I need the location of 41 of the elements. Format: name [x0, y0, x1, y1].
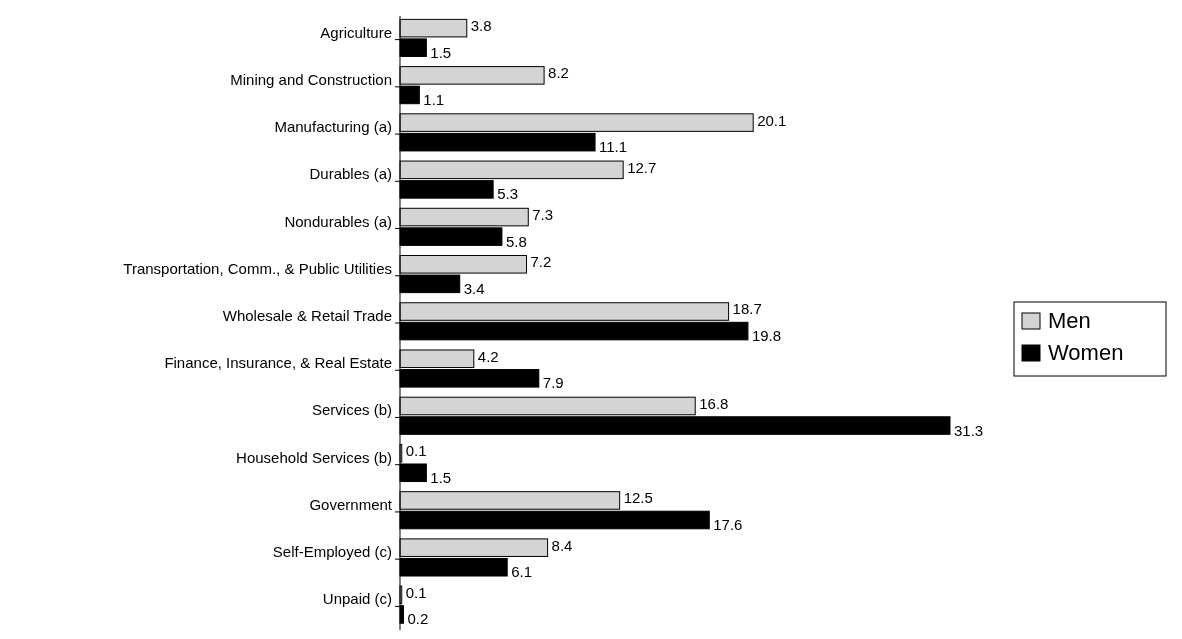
y-tick-label: Self-Employed (c) — [272, 543, 392, 561]
y-tick-label: Wholesale & Retail Trade — [222, 306, 392, 324]
data-label: 7.2 — [530, 253, 552, 271]
y-tick-label: Services (b) — [311, 401, 392, 419]
data-label: 4.2 — [477, 347, 499, 365]
data-label: 5.3 — [497, 185, 518, 203]
data-label: 17.6 — [713, 515, 743, 533]
data-label: 7.9 — [542, 374, 564, 392]
data-label: 18.7 — [732, 300, 762, 318]
data-label: 1.5 — [430, 468, 452, 486]
data-label: 11.1 — [599, 138, 628, 156]
data-label: 3.4 — [463, 279, 485, 297]
y-tick-label: Manufacturing (a) — [274, 118, 392, 136]
data-label: 12.5 — [623, 489, 653, 507]
data-label: 0.1 — [405, 442, 427, 460]
data-label: 16.8 — [699, 394, 729, 412]
data-label: 5.8 — [505, 232, 527, 250]
data-label: 1.5 — [430, 43, 452, 61]
legend-label: Men — [1048, 307, 1091, 333]
data-label: 8.4 — [551, 536, 573, 554]
y-tick-label: Agriculture — [320, 23, 392, 41]
data-label: 12.7 — [627, 158, 657, 176]
data-label: 1.1 — [423, 90, 445, 108]
data-label: 19.8 — [751, 327, 782, 345]
data-label: 7.3 — [532, 206, 554, 224]
y-tick-label: Nondurables (a) — [284, 212, 392, 230]
y-tick-label: Mining and Construction — [230, 70, 392, 88]
y-tick-label: Finance, Insurance, & Real Estate — [164, 354, 392, 372]
data-label: 20.1 — [757, 111, 787, 129]
data-label: 0.1 — [405, 583, 427, 601]
data-label: 8.2 — [548, 64, 569, 82]
y-tick-label: Transportation, Comm., & Public Utilities — [123, 259, 392, 277]
y-tick-label: Durables (a) — [309, 165, 392, 183]
y-tick-label: Government — [309, 495, 393, 513]
data-label: 6.1 — [511, 563, 533, 581]
legend-label: Women — [1048, 339, 1124, 365]
data-label: 31.3 — [954, 421, 984, 439]
y-tick-label: Household Services (b) — [236, 448, 392, 466]
data-label: 3.8 — [470, 17, 492, 35]
y-tick-label: Unpaid (c) — [322, 590, 392, 608]
data-label: 0.2 — [407, 610, 429, 628]
